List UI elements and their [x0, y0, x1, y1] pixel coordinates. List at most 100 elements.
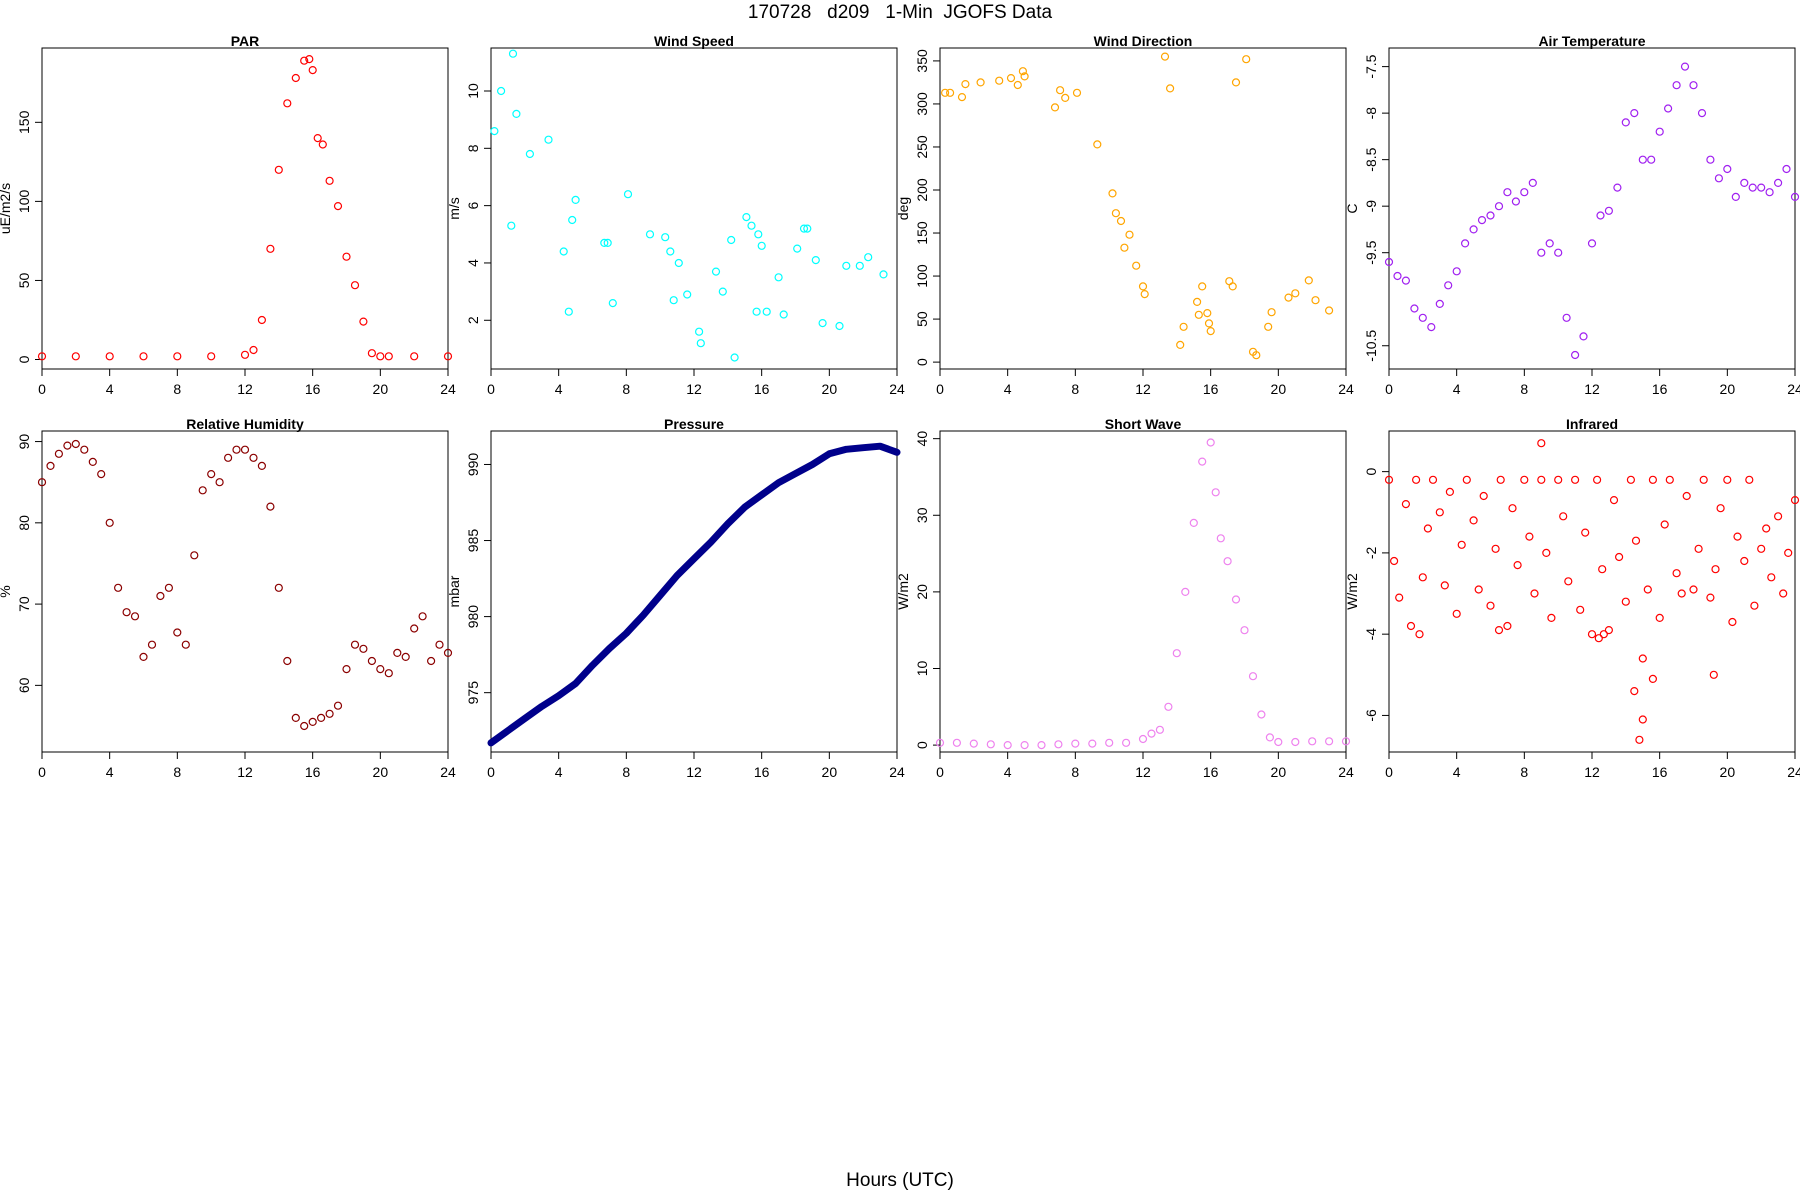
x-tick-label: 0 [1385, 764, 1393, 780]
y-tick-label: 4 [465, 259, 481, 267]
data-point [1740, 556, 1749, 566]
data-point [694, 327, 704, 336]
x-tick-label: 24 [1787, 381, 1800, 397]
data-point [1496, 475, 1505, 484]
data-point [1418, 313, 1427, 322]
data-point [122, 608, 131, 617]
x-tick-label: 12 [237, 381, 253, 397]
data-point [1231, 595, 1241, 604]
data-point [1537, 248, 1546, 257]
data-point [1216, 534, 1225, 543]
data-point [674, 572, 681, 579]
data-point [1206, 438, 1215, 447]
data-point [300, 721, 309, 731]
data-point [707, 539, 714, 546]
data-point [1784, 548, 1793, 558]
data-point [1528, 178, 1537, 187]
data-point [538, 703, 545, 710]
data-point [1457, 540, 1466, 549]
y-tick-label: 350 [914, 49, 930, 73]
data-point [1211, 488, 1220, 497]
data-point [333, 202, 343, 211]
panel-relative-humidity: Relative Humidity 0 4 8 12 16 20 24 60 70 80 90% [0, 416, 456, 780]
x-tick-label: 4 [555, 764, 563, 780]
panel-par: PAR 0 4 8 12 16 20 24 0 50 100 150 uE/m2/s [0, 33, 456, 397]
data-point [105, 352, 114, 361]
data-point [308, 717, 317, 727]
data-point [1242, 55, 1251, 64]
x-tick-label: 4 [106, 381, 114, 397]
data-point [1537, 439, 1546, 448]
data-point [1274, 737, 1283, 747]
data-point [207, 470, 216, 479]
data-point [1728, 617, 1737, 627]
data-point [568, 215, 577, 225]
data-point [507, 221, 516, 230]
panel-short-wave: Short Wave 0 4 8 12 16 20 24 0 10 20 30 40 W/m2 [895, 416, 1354, 780]
data-point [325, 176, 334, 185]
data-point [1462, 475, 1471, 484]
y-tick-label: 90 [16, 434, 32, 450]
data-point [779, 310, 788, 319]
data-point [308, 65, 317, 75]
data-point [1054, 740, 1063, 749]
data-point [1384, 257, 1394, 267]
data-point [603, 238, 612, 247]
data-point [1088, 739, 1097, 748]
data-point [1164, 702, 1173, 711]
data-point [1304, 276, 1313, 285]
data-point [1757, 544, 1766, 553]
data-point [46, 461, 55, 470]
panel-title: PAR [231, 33, 260, 49]
data-point [1020, 740, 1029, 750]
data-point [1050, 103, 1060, 112]
data-point [1324, 306, 1334, 315]
data-point [1203, 309, 1212, 318]
x-tick-label: 0 [936, 764, 944, 780]
data-point [1559, 512, 1568, 521]
data-point [1406, 621, 1416, 631]
data-point [1697, 108, 1707, 118]
data-point [793, 244, 802, 253]
data-point [1181, 587, 1190, 597]
data-point [435, 640, 444, 649]
y-tick-label: -7.5 [1363, 54, 1379, 78]
data-point [240, 350, 250, 359]
data-point [564, 307, 573, 316]
plot-frame [41, 430, 449, 753]
data-point [164, 583, 173, 592]
x-tick-label: 4 [1004, 381, 1012, 397]
data-point [317, 713, 326, 723]
y-tick-label: -2 [1363, 546, 1379, 559]
data-point [1395, 593, 1404, 602]
x-tick-label: 20 [1271, 764, 1287, 780]
data-point [305, 54, 314, 64]
data-point [1284, 293, 1293, 302]
data-point [156, 591, 165, 601]
data-point [1120, 243, 1129, 252]
data-point [105, 518, 114, 527]
data-point [367, 656, 376, 666]
data-point [1694, 544, 1703, 553]
y-tick-label: 6 [465, 202, 481, 210]
data-point [63, 441, 72, 450]
data-point [359, 317, 368, 326]
data-point [1677, 589, 1686, 598]
data-point [1604, 625, 1614, 635]
y-tick-label: 0 [914, 741, 930, 749]
data-point [1716, 504, 1725, 513]
data-point [1108, 189, 1117, 198]
data-point [266, 244, 275, 253]
data-point [333, 701, 343, 710]
x-tick-label: 8 [173, 381, 181, 397]
data-point [855, 261, 864, 270]
data-point [640, 612, 647, 619]
y-tick-label: 150 [914, 221, 930, 245]
data-point [1525, 532, 1534, 541]
data-point [1748, 183, 1757, 192]
data-point [71, 352, 80, 361]
data-point [1147, 729, 1156, 738]
data-point [691, 555, 697, 562]
data-point [1596, 211, 1605, 220]
data-point [71, 439, 80, 449]
